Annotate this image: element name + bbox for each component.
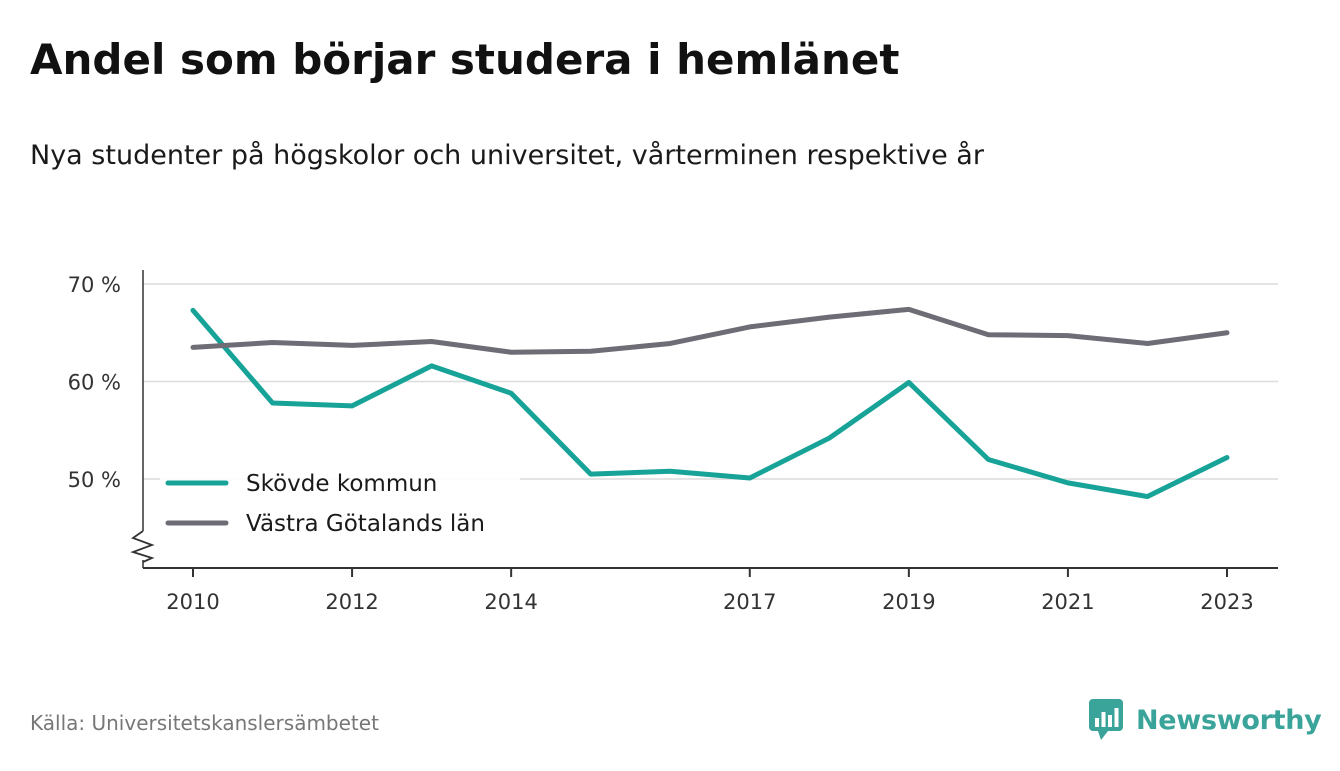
y-tick-label: 50 % (68, 468, 121, 492)
series-line-1 (190, 306, 1230, 355)
x-tick-label: 2023 (1200, 590, 1253, 614)
legend: Skövde kommun Västra Götalands län (160, 463, 520, 539)
y-tick-label: 70 % (68, 273, 121, 297)
source-note: Källa: Universitetskanslersämbetet (30, 711, 379, 735)
series-lines (190, 306, 1230, 500)
x-tick-label: 2012 (325, 590, 378, 614)
bar-chart-speech-bubble-icon (1089, 699, 1123, 740)
series-line-0 (190, 307, 1230, 500)
brand-name: Newsworthy (1136, 704, 1322, 736)
x-tick-label: 2010 (166, 590, 219, 614)
chart-title: Andel som börjar studera i hemlänet (30, 35, 900, 84)
y-tick-label: 60 % (68, 371, 121, 395)
brand-logo-link[interactable]: Newsworthy (1088, 698, 1322, 742)
x-tick-label: 2014 (484, 590, 537, 614)
legend-label-1: Västra Götalands län (246, 511, 485, 537)
legend-label-0: Skövde kommun (246, 471, 437, 497)
x-tick-label: 2017 (723, 590, 776, 614)
axes: 50 % 60 % 70 % 2010 2012 2014 2017 2019 2021 2023 (68, 270, 1278, 614)
y-axis-break-mark (130, 530, 155, 563)
x-tick-label: 2021 (1041, 590, 1094, 614)
chart-subtitle: Nya studenter på högskolor och universit… (30, 140, 984, 171)
x-tick-label: 2019 (882, 590, 935, 614)
gridlines (143, 283, 1278, 480)
